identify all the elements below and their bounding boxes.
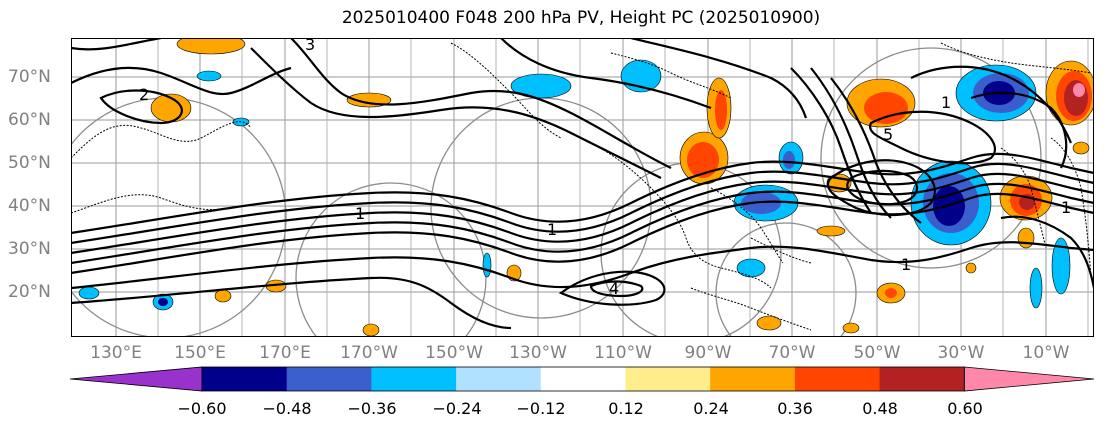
map-frame <box>71 38 1094 337</box>
colorbar-tick: −0.36 <box>347 399 397 418</box>
lon-label-170e: 170°E <box>259 343 311 363</box>
colorbar-frame <box>201 366 965 392</box>
colorbar-tick: −0.24 <box>432 399 482 418</box>
contour-label: 1 <box>1061 198 1071 217</box>
lon-label-50w: 50°W <box>853 343 901 363</box>
colorbar-segment <box>371 367 457 391</box>
contour-label: 1 <box>901 255 911 274</box>
contour-label: 4 <box>609 279 619 298</box>
pv-height-map: 3 1 1 2 4 5 1 1 1 <box>71 38 1094 337</box>
lon-label-130w: 130°W <box>509 343 567 363</box>
colorbar-tick: 0.48 <box>862 399 898 418</box>
height-contours <box>71 38 1094 330</box>
colorbar-tick: −0.12 <box>516 399 566 418</box>
contour-labels: 3 1 1 2 4 5 1 1 1 <box>139 38 1071 298</box>
colorbar-tick: 0.24 <box>693 399 729 418</box>
colorbar-segment <box>540 367 626 391</box>
colorbar-segment <box>879 367 965 391</box>
lat-label-40n: 40°N <box>8 196 51 216</box>
lon-label-90w: 90°W <box>684 343 732 363</box>
colorbar-tick: −0.60 <box>177 399 227 418</box>
lon-label-10w: 10°W <box>1022 343 1070 363</box>
lat-label-70n: 70°N <box>8 67 51 87</box>
lon-label-170w: 170°W <box>340 343 398 363</box>
colorbar-tick: 0.36 <box>777 399 813 418</box>
colorbar-segment <box>625 367 711 391</box>
colorbar-segment <box>456 367 542 391</box>
colorbar-segment <box>794 367 881 391</box>
lon-label-150w: 150°W <box>425 343 483 363</box>
colorbar-extend-high <box>963 366 1095 392</box>
lat-label-20n: 20°N <box>8 282 51 302</box>
lon-label-150e: 150°E <box>174 343 226 363</box>
colorbar-segment <box>710 367 796 391</box>
lat-label-50n: 50°N <box>8 153 51 173</box>
lon-label-130e: 130°E <box>90 343 142 363</box>
contour-label: 5 <box>883 125 893 144</box>
contour-label: 1 <box>941 93 951 112</box>
colorbar-segment <box>202 367 288 391</box>
colorbar-tick: 0.60 <box>947 399 983 418</box>
colorbar-tick: −0.48 <box>262 399 312 418</box>
contour-label: 2 <box>139 85 149 104</box>
colorbar-tick: 0.12 <box>608 399 644 418</box>
colorbar <box>70 366 1095 392</box>
colorbar-segments <box>70 366 1095 392</box>
colorbar-segment <box>286 367 372 391</box>
map-title: 2025010400 F048 200 hPa PV, Height PC (2… <box>341 8 821 28</box>
lon-label-110w: 110°W <box>594 343 652 363</box>
contour-label: 3 <box>305 38 315 54</box>
lon-label-30w: 30°W <box>937 343 985 363</box>
contour-label: 1 <box>547 220 557 239</box>
colorbar-extend-low <box>70 366 203 392</box>
lon-label-70w: 70°W <box>768 343 816 363</box>
contour-label: 1 <box>355 204 365 223</box>
lat-label-30n: 30°N <box>8 239 51 259</box>
lat-label-60n: 60°N <box>8 110 51 130</box>
